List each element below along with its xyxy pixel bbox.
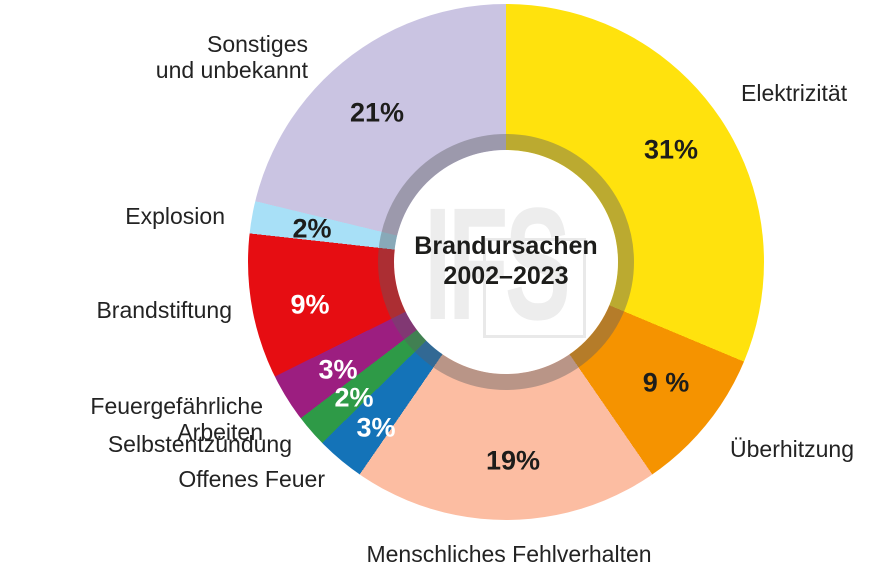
segment-percent-label: 2% <box>334 382 374 413</box>
segment-label: Brandstiftung <box>96 297 232 323</box>
segment-percent-label: 9% <box>290 289 330 320</box>
donut-center: IFS <box>394 150 618 374</box>
segment-percent-label: 3% <box>318 354 358 385</box>
segment-percent-label: 3% <box>356 412 396 443</box>
segment-percent-label: 2% <box>292 213 332 244</box>
chart-title-line2: 2002–2023 <box>443 262 569 290</box>
ifs-watermark: IFS <box>424 174 571 353</box>
segment-percent-label: 21% <box>349 97 405 128</box>
segment-label: Selbstentzündung <box>107 431 292 457</box>
chart-title: Brandursachen 2002–2023 <box>394 231 618 291</box>
segment-label: Elektrizität <box>741 80 848 106</box>
segment-label: Explosion <box>125 203 225 229</box>
segment-percent-label: 9 % <box>642 367 690 398</box>
segment-label: Menschliches Fehlverhalten <box>366 541 652 567</box>
segment-label: Sonstiges und unbekannt <box>155 31 308 83</box>
segment-label: Offenes Feuer <box>178 466 325 492</box>
segment-label: Überhitzung <box>730 436 855 462</box>
chart-title-line1: Brandursachen <box>414 232 598 260</box>
segment-percent-label: 31% <box>643 134 699 165</box>
ifs-logo-square <box>483 238 586 338</box>
segment-percent-label: 19% <box>485 445 541 476</box>
segment-label: Feuergefährliche Arbeiten <box>90 393 263 445</box>
